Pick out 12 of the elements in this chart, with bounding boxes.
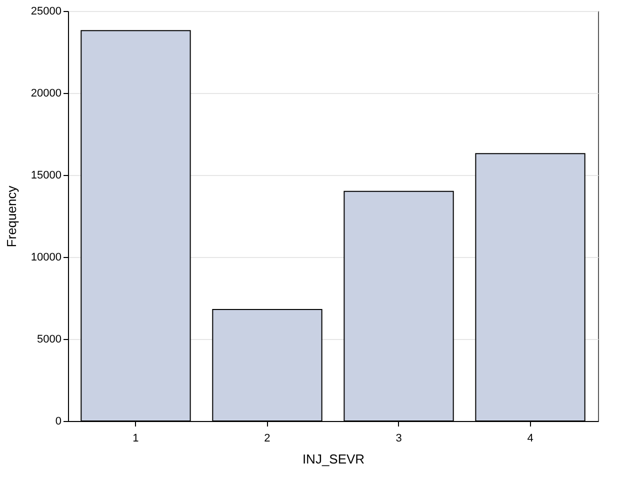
y-tick-label: 10000	[30, 252, 62, 264]
x-axis-title: INJ_SEVR	[302, 452, 365, 466]
x-tick-label: 3	[396, 432, 402, 444]
y-tick-label: 0	[55, 416, 62, 428]
x-tick-label: 4	[527, 432, 534, 444]
y-axis-title: Frequency	[4, 185, 19, 248]
y-tick-label: 5000	[37, 334, 62, 346]
x-tick-label: 1	[132, 432, 139, 444]
x-tick-label: 2	[264, 432, 270, 444]
y-tick-label: 15000	[30, 170, 62, 182]
y-tick-label: 20000	[30, 88, 62, 100]
y-tick-label: 25000	[30, 6, 62, 18]
